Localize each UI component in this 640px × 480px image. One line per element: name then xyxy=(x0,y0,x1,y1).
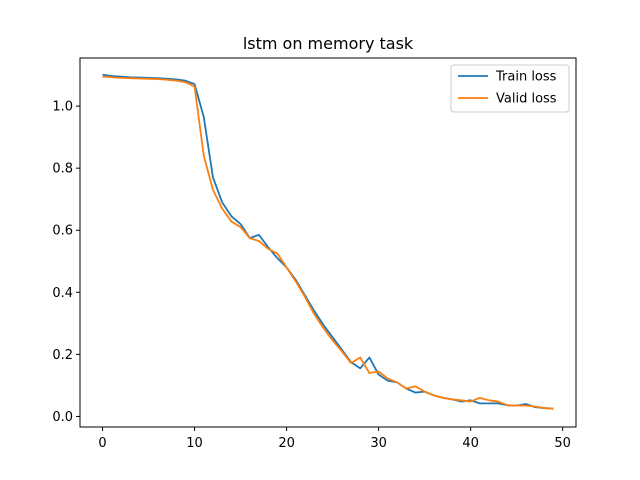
x-tick-label: 10 xyxy=(186,436,203,451)
y-tick-label: 0.6 xyxy=(52,224,73,239)
y-tick-label: 1.0 xyxy=(52,100,73,115)
y-tick-label: 0.4 xyxy=(52,286,73,301)
x-tick-label: 20 xyxy=(278,436,295,451)
x-tick-label: 40 xyxy=(462,436,479,451)
legend-label-train-loss: Train loss xyxy=(495,70,557,85)
plot-area xyxy=(80,58,576,427)
axes xyxy=(79,57,577,428)
legend-label-valid-loss: Valid loss xyxy=(496,92,557,107)
legend: Train loss Valid loss xyxy=(450,64,570,113)
x-tick-label: 0 xyxy=(98,436,106,451)
y-axis-ticks: 0.0 0.2 0.4 0.6 0.8 1.0 xyxy=(52,100,80,425)
series-line-valid-loss xyxy=(102,75,554,410)
y-tick-label: 0.8 xyxy=(52,162,73,177)
x-tick-label: 50 xyxy=(554,436,571,451)
plot-frame xyxy=(79,57,577,428)
series-line-train-loss xyxy=(102,73,554,410)
x-tick-label: 30 xyxy=(370,436,387,451)
x-axis-ticks: 0 10 20 30 40 50 xyxy=(98,427,571,451)
series-lines xyxy=(102,73,554,410)
y-tick-label: 0.0 xyxy=(52,410,73,425)
y-tick-label: 0.2 xyxy=(52,348,73,363)
chart-title: lstm on memory task xyxy=(243,34,414,53)
